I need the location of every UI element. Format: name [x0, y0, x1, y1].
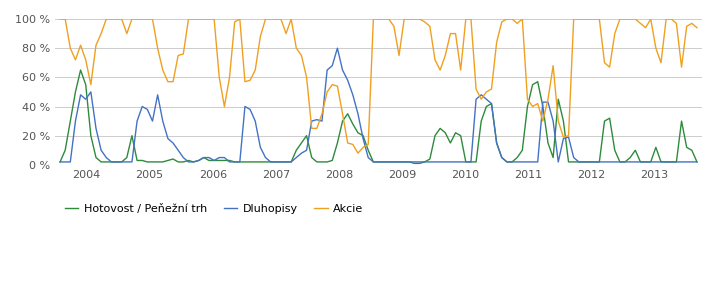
Dluhopisy: [457, 160, 465, 164]
Akcie: [353, 151, 362, 155]
Hotovost / Peňežní trh: [662, 160, 670, 164]
Dluhopisy: [333, 47, 342, 50]
Akcie: [610, 32, 619, 35]
Hotovost / Peňežní trh: [210, 159, 219, 162]
Dluhopisy: [220, 156, 229, 159]
Hotovost / Peňežní trh: [56, 160, 65, 164]
Akcie: [457, 68, 465, 72]
Akcie: [204, 17, 213, 21]
Dluhopisy: [595, 160, 604, 164]
Line: Dluhopisy: Dluhopisy: [60, 48, 697, 162]
Hotovost / Peňežní trh: [600, 119, 609, 123]
Legend: Hotovost / Peňežní trh, Dluhopisy, Akcie: Hotovost / Peňežní trh, Dluhopisy, Akcie: [60, 200, 368, 219]
Akcie: [657, 61, 665, 65]
Hotovost / Peňežní trh: [693, 160, 701, 164]
Dluhopisy: [610, 160, 619, 164]
Hotovost / Peňežní trh: [462, 160, 470, 164]
Line: Hotovost / Peňežní trh: Hotovost / Peňežní trh: [60, 70, 697, 163]
Dluhopisy: [693, 160, 701, 164]
Hotovost / Peňežní trh: [410, 162, 419, 165]
Hotovost / Peňežní trh: [225, 159, 234, 162]
Akcie: [56, 17, 65, 21]
Dluhopisy: [204, 156, 213, 159]
Akcie: [693, 26, 701, 29]
Akcie: [220, 105, 229, 108]
Dluhopisy: [657, 160, 665, 164]
Akcie: [595, 17, 604, 21]
Dluhopisy: [56, 160, 65, 164]
Hotovost / Peňežní trh: [76, 68, 85, 72]
Line: Akcie: Akcie: [60, 19, 697, 153]
Hotovost / Peňežní trh: [616, 160, 625, 164]
